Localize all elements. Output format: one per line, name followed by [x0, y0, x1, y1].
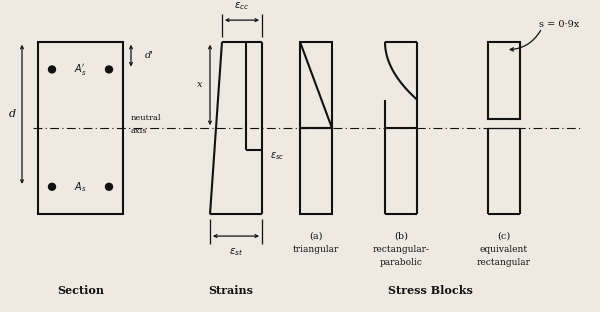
Circle shape: [49, 183, 56, 190]
Text: (a): (a): [309, 232, 323, 241]
Text: triangular: triangular: [293, 245, 339, 254]
Text: equivalent: equivalent: [480, 245, 528, 254]
Bar: [300, 128, 332, 214]
Text: parabolic: parabolic: [380, 258, 422, 267]
Text: $\varepsilon_{st}$: $\varepsilon_{st}$: [229, 246, 243, 258]
Bar: [488, 42, 520, 119]
Text: $A_s'$: $A_s'$: [74, 62, 87, 77]
Text: rectangular: rectangular: [477, 258, 531, 267]
Text: d': d': [145, 51, 154, 60]
Text: $A_s$: $A_s$: [74, 180, 87, 194]
Text: x: x: [197, 80, 203, 90]
Text: $\varepsilon_{cc}$: $\varepsilon_{cc}$: [234, 0, 250, 12]
Text: (c): (c): [497, 232, 511, 241]
Bar: [38, 42, 123, 214]
Text: Stress Blocks: Stress Blocks: [388, 285, 472, 296]
Bar: [300, 42, 332, 128]
Text: s = 0·9x: s = 0·9x: [539, 20, 579, 29]
Circle shape: [106, 66, 113, 73]
Text: d: d: [8, 109, 16, 119]
Text: rectangular-: rectangular-: [373, 245, 430, 254]
Circle shape: [106, 183, 113, 190]
Text: Section: Section: [57, 285, 104, 296]
Text: $\varepsilon_{sc}$: $\varepsilon_{sc}$: [270, 150, 284, 162]
Text: neutral: neutral: [131, 114, 161, 122]
Text: Strains: Strains: [209, 285, 254, 296]
Text: (b): (b): [394, 232, 408, 241]
Circle shape: [49, 66, 56, 73]
Text: axis: axis: [131, 127, 148, 135]
